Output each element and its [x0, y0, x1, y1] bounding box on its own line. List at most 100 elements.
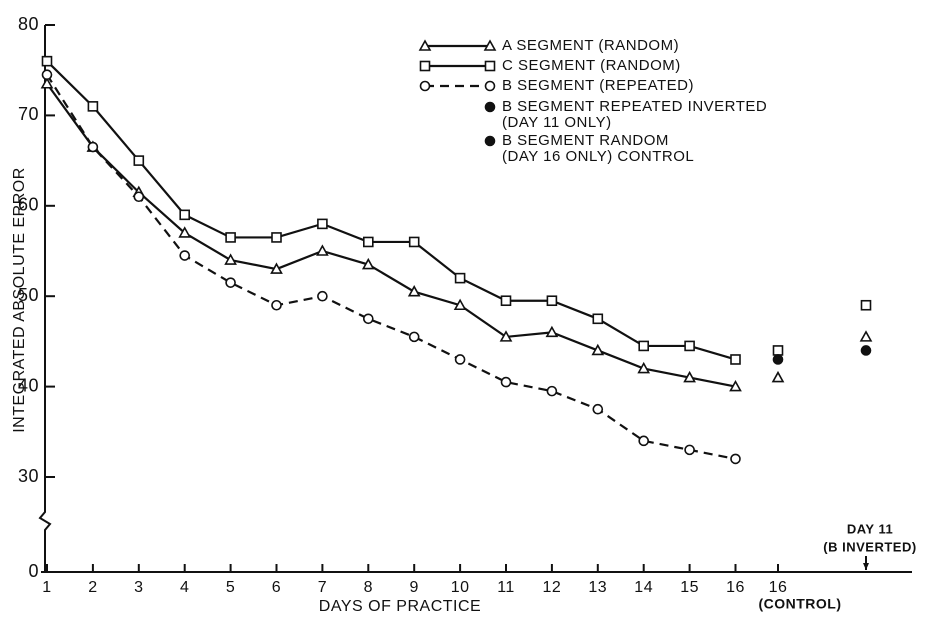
square-marker: [133, 155, 145, 166]
y-tick-label: 60: [18, 195, 39, 215]
y-tick-label: 70: [18, 104, 39, 124]
x-tick-label: 11: [497, 579, 515, 596]
y-tick-label: 80: [18, 14, 39, 34]
annotation: DAY 11: [847, 521, 893, 536]
square-marker: [179, 209, 190, 221]
x-tick-label: 5: [226, 579, 235, 596]
triangle-marker: [545, 325, 559, 338]
circle-marker: [362, 313, 374, 325]
x-tick-label: 6: [272, 579, 281, 596]
x-tick-label: 4: [180, 579, 189, 596]
legend-label: (DAY 16 ONLY) CONTROL: [502, 148, 694, 165]
x-tick-label: 9: [409, 579, 418, 596]
x-axis-label: DAYS OF PRACTICE: [319, 598, 481, 615]
square-marker: [484, 60, 496, 72]
circle-marker: [41, 69, 53, 81]
y-tick-label: 0: [28, 561, 39, 581]
triangle-marker: [499, 330, 513, 342]
square-marker: [271, 232, 282, 243]
circle-marker: [179, 250, 190, 261]
square-marker: [317, 218, 328, 230]
legend-label: C SEGMENT (RANDOM): [502, 57, 681, 74]
series-line: [46, 74, 736, 460]
x-tick-label: 14: [634, 579, 653, 596]
circle-marker: [454, 354, 466, 365]
dot-marker: [484, 101, 496, 113]
square-marker: [546, 295, 558, 307]
square-marker: [419, 60, 431, 72]
circle-marker: [546, 385, 558, 397]
circle-marker: [133, 191, 145, 203]
x-tick-sublabel: (CONTROL): [758, 596, 841, 612]
dot-marker: [860, 345, 872, 356]
triangle-marker: [729, 379, 742, 392]
series-line: [46, 83, 736, 388]
triangle-marker: [418, 39, 432, 51]
triangle-marker: [453, 298, 467, 311]
triangle-marker: [683, 370, 696, 383]
circle-marker: [225, 277, 236, 288]
y-axis: [38, 25, 52, 572]
y-tick-label: 30: [18, 466, 39, 486]
circle-marker: [408, 331, 420, 343]
x-tick-label: 1: [42, 579, 51, 596]
y-tick-label: 50: [18, 285, 39, 305]
x-tick-label: 16: [726, 579, 745, 596]
dot-marker: [772, 354, 784, 365]
x-tick-label: 13: [588, 579, 607, 596]
circle-marker: [638, 435, 650, 447]
square-marker: [362, 236, 374, 248]
circle-marker: [419, 80, 431, 92]
square-marker: [454, 272, 466, 284]
triangle-marker: [224, 253, 237, 265]
square-marker: [638, 340, 650, 352]
square-marker: [860, 299, 872, 311]
square-marker: [87, 101, 99, 112]
annotation-arrowhead: [863, 563, 869, 570]
circle-marker: [730, 453, 741, 465]
legend-label: B SEGMENT RANDOM: [502, 132, 669, 149]
triangle-marker: [40, 77, 54, 89]
circle-marker: [592, 403, 604, 415]
square-marker: [772, 345, 784, 356]
dot-marker: [484, 135, 496, 147]
y-axis-label: INTEGRATED ABSOLUTE ERROR: [11, 167, 28, 433]
square-marker: [592, 313, 604, 325]
circle-marker: [684, 444, 695, 456]
triangle-marker: [178, 226, 192, 238]
x-tick-label: 3: [134, 579, 143, 596]
triangle-marker: [771, 370, 785, 383]
square-marker: [41, 55, 53, 67]
x-tick-label: 12: [543, 579, 562, 596]
square-marker: [730, 354, 741, 365]
x-tick-label: 10: [451, 579, 470, 596]
circle-marker: [87, 141, 99, 153]
triangle-marker: [316, 244, 329, 256]
triangle-marker: [270, 262, 283, 274]
circle-marker: [317, 290, 328, 302]
triangle-marker: [637, 361, 651, 374]
legend-label: B SEGMENT REPEATED INVERTED: [502, 98, 767, 115]
x-tick-label: 2: [88, 579, 97, 596]
x-tick-label: 16: [769, 579, 788, 596]
square-marker: [500, 295, 512, 307]
square-marker: [225, 232, 236, 243]
x-tick-label: 7: [318, 579, 327, 596]
legend-label: B SEGMENT (REPEATED): [502, 77, 694, 94]
circle-marker: [500, 376, 512, 388]
triangle-marker: [407, 285, 421, 297]
circle-marker: [484, 80, 496, 92]
circle-marker: [271, 299, 282, 311]
x-tick-label: 8: [364, 579, 373, 596]
triangle-marker: [859, 330, 873, 342]
triangle-marker: [483, 39, 497, 51]
y-tick-label: 40: [18, 375, 39, 395]
annotation: (B INVERTED): [823, 539, 916, 554]
legend-label: (DAY 11 ONLY): [502, 114, 612, 131]
triangle-marker: [361, 257, 375, 270]
legend-label: A SEGMENT (RANDOM): [502, 37, 679, 54]
square-marker: [684, 340, 695, 352]
x-tick-label: 15: [680, 579, 699, 596]
square-marker: [408, 236, 420, 248]
